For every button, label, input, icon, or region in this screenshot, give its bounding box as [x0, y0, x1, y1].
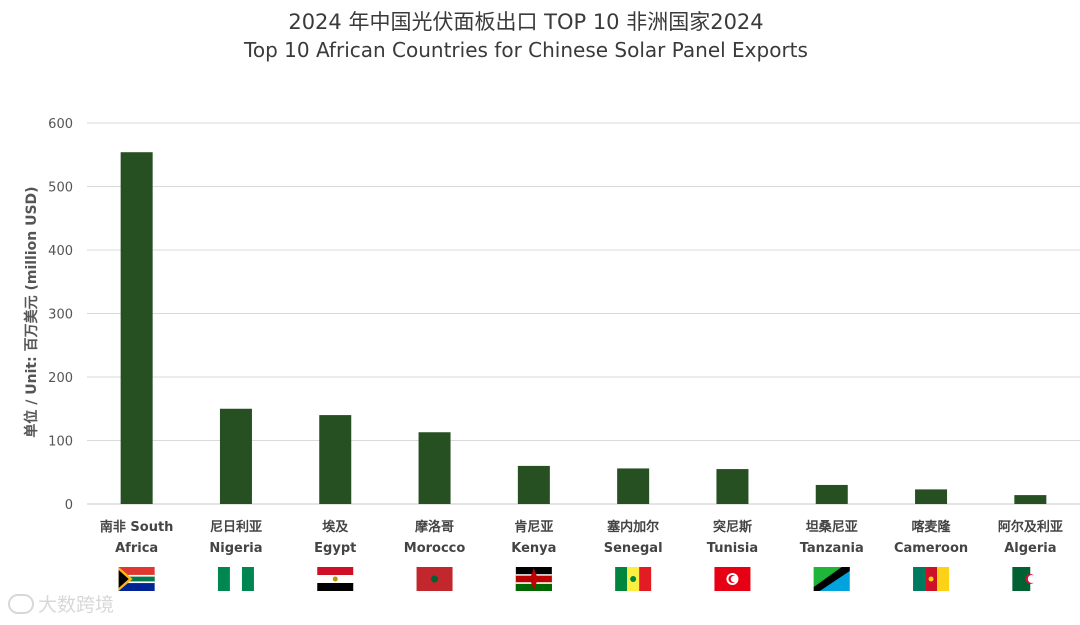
y-tick-label: 600 [48, 117, 73, 132]
y-tick-label: 300 [48, 308, 73, 323]
x-tick-label: 肯尼亚 [514, 519, 553, 535]
x-tick-label: 南非 South [100, 519, 174, 535]
x-tick-label: 喀麦隆 [912, 519, 952, 535]
x-tick-label: Tanzania [800, 541, 864, 556]
x-tick-label: Egypt [314, 541, 356, 556]
x-tick-label: Senegal [604, 541, 663, 556]
watermark-logo-icon [8, 593, 34, 614]
x-tick-label: 坦桑尼亚 [806, 519, 858, 535]
x-tick-label: Tunisia [707, 541, 758, 556]
x-tick-label: Morocco [404, 541, 466, 556]
flag-kenya-icon [515, 567, 552, 591]
bar-morocco [418, 432, 451, 504]
bar-tanzania [815, 484, 848, 504]
bar-kenya [517, 465, 550, 504]
x-tick-label: 埃及 [322, 519, 349, 535]
x-tick-label: 摩洛哥 [415, 519, 454, 535]
y-tick-label: 0 [65, 498, 73, 513]
y-tick-label: 200 [48, 371, 73, 386]
y-tick-label: 400 [48, 244, 73, 259]
watermark-text: 大数跨境 [38, 594, 115, 616]
x-tick-label: 塞内加尔 [607, 519, 659, 535]
x-tick-label: Cameroon [894, 541, 968, 556]
bar-senegal [617, 468, 650, 504]
x-tick-label: 尼日利亚 [210, 519, 262, 535]
bar-algeria [1014, 495, 1047, 504]
x-tick-label: Algeria [1004, 541, 1056, 556]
y-tick-label: 100 [48, 435, 73, 450]
flag-egypt-icon [317, 567, 354, 591]
flag-nigeria-icon [217, 567, 254, 591]
x-tick-label: 阿尔及利亚 [998, 519, 1063, 535]
bar-nigeria [219, 408, 252, 504]
flag-cameroon-icon [913, 567, 950, 591]
x-tick-label: Africa [115, 541, 158, 556]
flag-tanzania-icon [813, 567, 850, 591]
bar-south-africa [120, 152, 153, 504]
x-tick-label: Nigeria [209, 541, 262, 556]
bar-tunisia [716, 469, 749, 504]
bar-egypt [319, 415, 352, 504]
bar-cameroon [915, 489, 948, 504]
flag-south-africa-icon [118, 567, 155, 591]
flag-morocco-icon [416, 567, 453, 591]
y-tick-label: 500 [48, 181, 73, 196]
watermark: 大数跨境 [8, 590, 114, 617]
flag-tunisia-icon [714, 567, 751, 591]
chart-title-english: Top 10 African Countries for Chinese Sol… [244, 38, 808, 62]
x-tick-label: Kenya [511, 541, 556, 556]
flag-senegal-icon [615, 567, 652, 591]
x-tick-label: 突尼斯 [713, 519, 752, 535]
chart-title-chinese: 2024 年中国光伏面板出口 TOP 10 非洲国家2024 [288, 10, 764, 34]
flag-algeria-icon [1012, 567, 1049, 591]
